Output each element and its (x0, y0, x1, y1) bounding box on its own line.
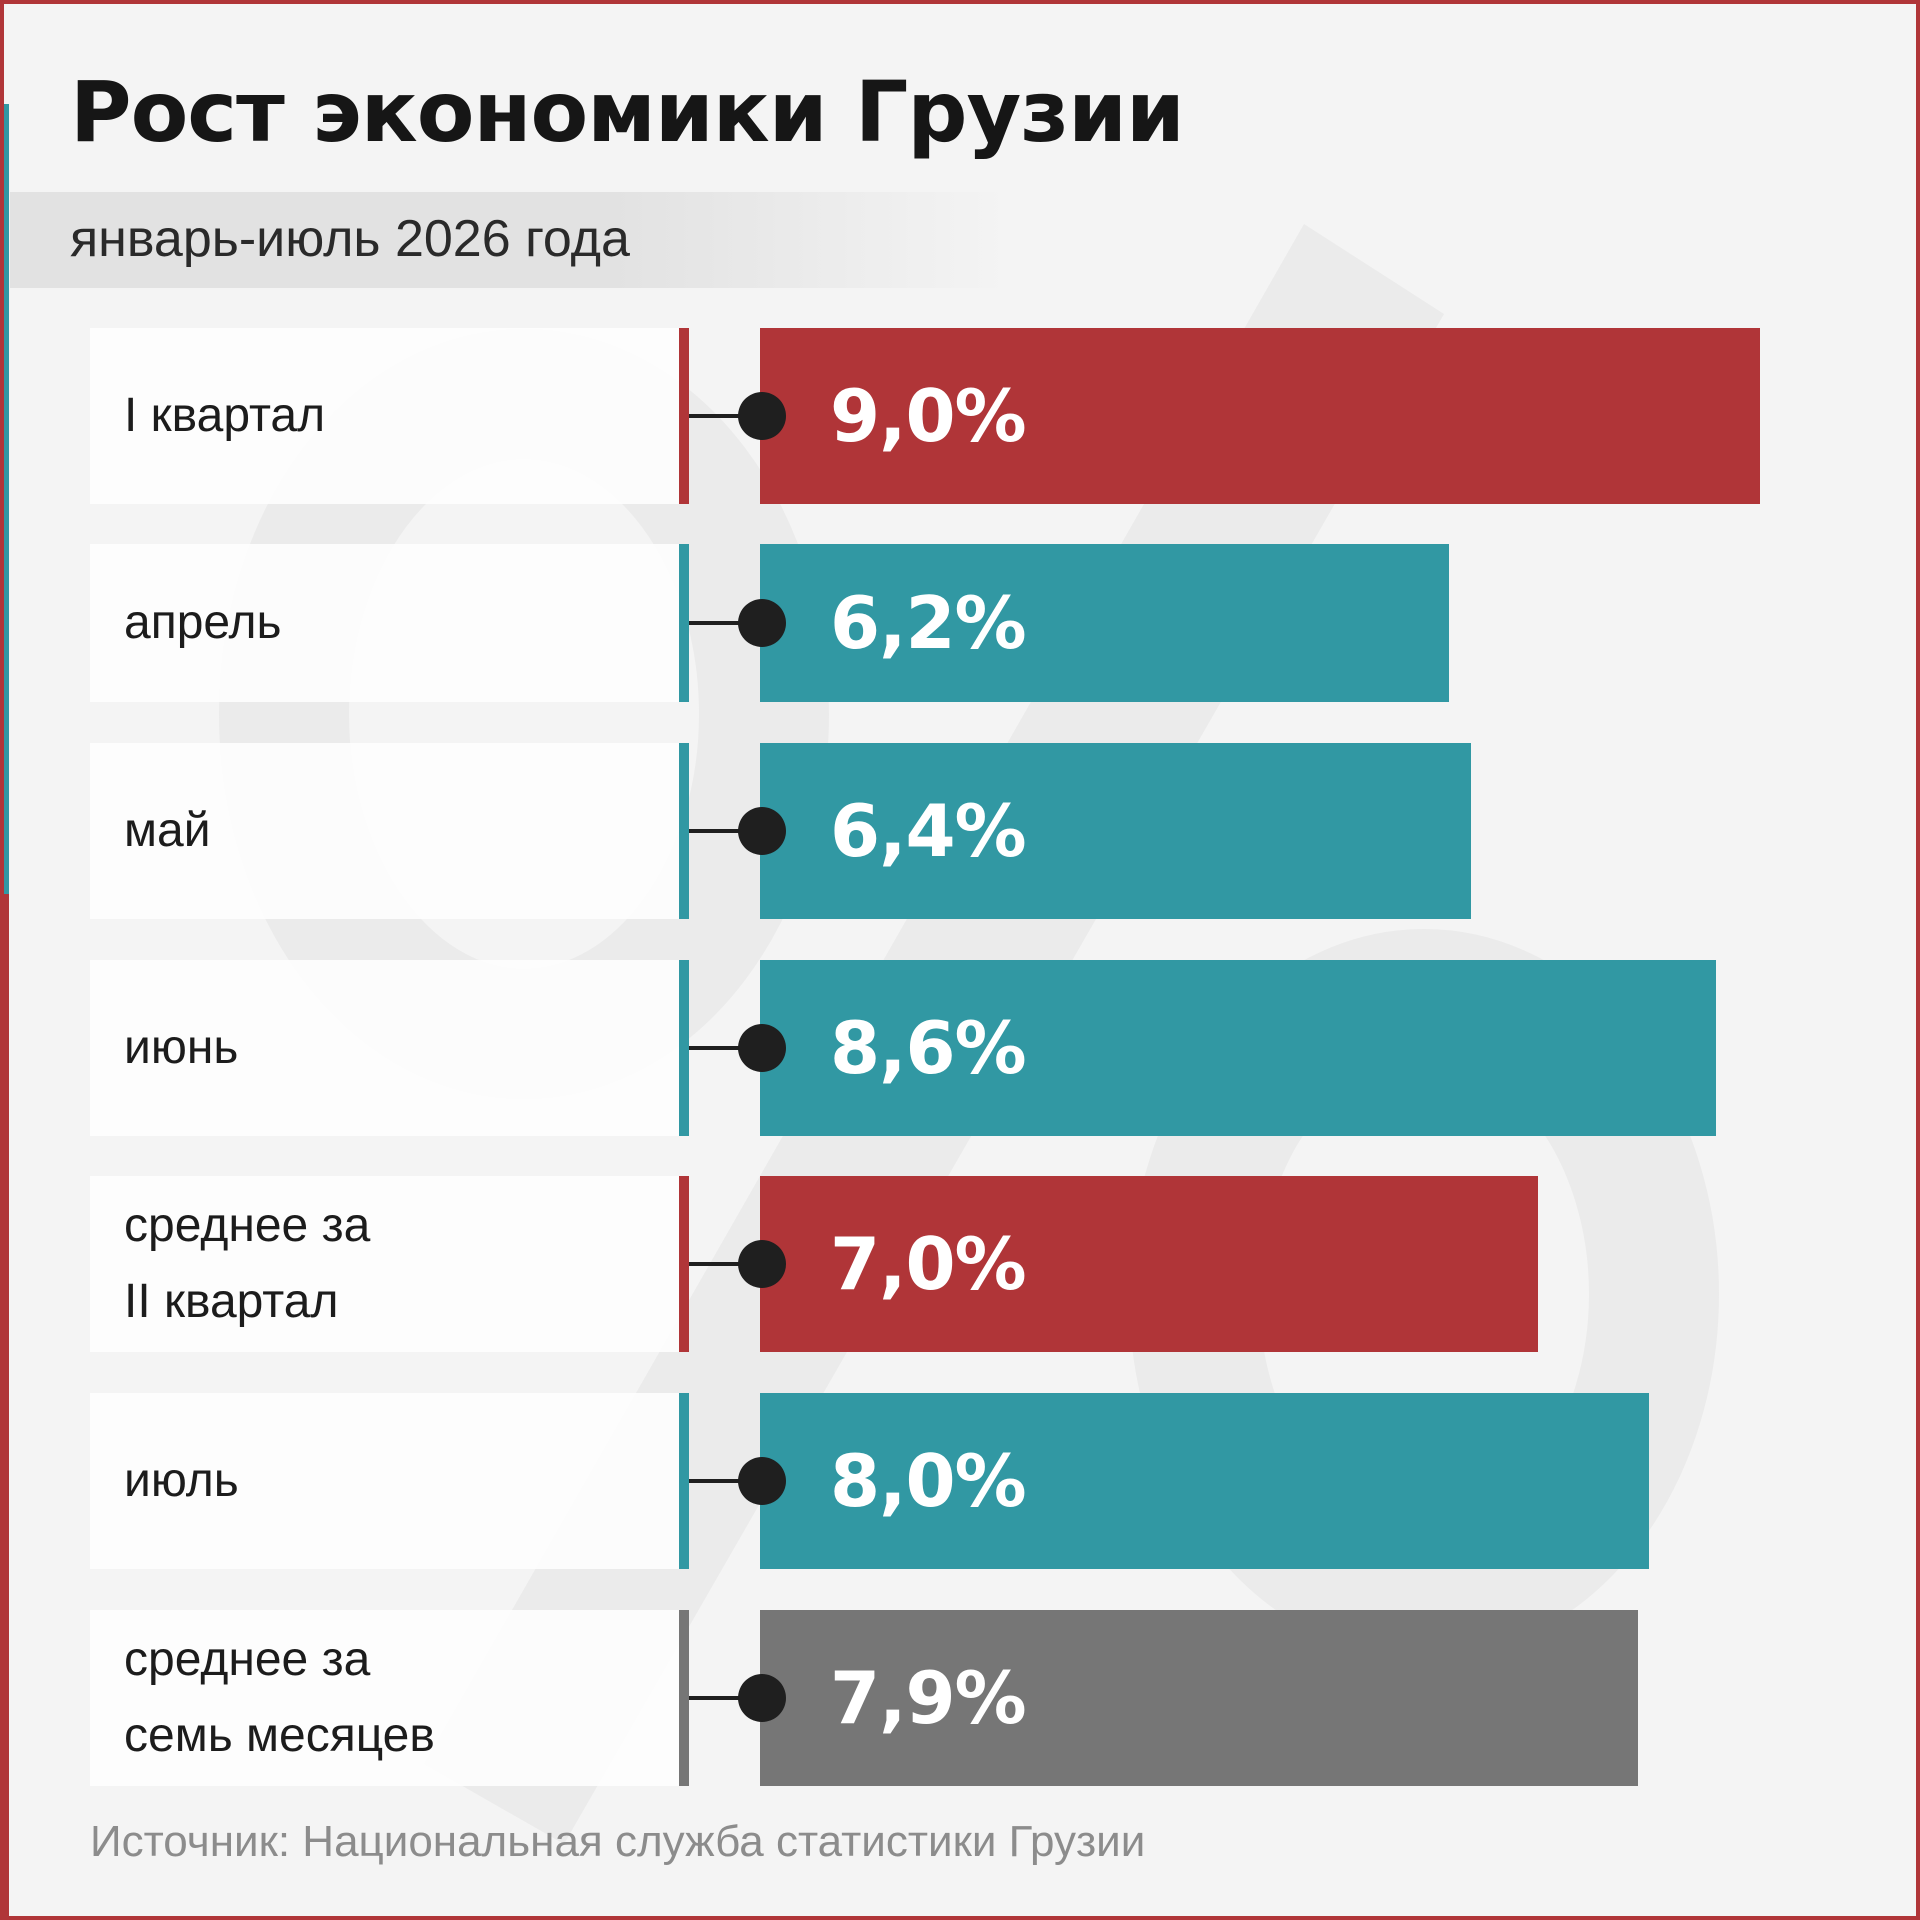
left-accent-stripe-teal (4, 104, 9, 894)
category-label-box (90, 1176, 680, 1352)
bar (760, 1610, 1638, 1786)
value-label: 7,0% (830, 1222, 1027, 1306)
connector-dot-icon (738, 1240, 786, 1288)
connector-dot-icon (738, 1457, 786, 1505)
subtitle: январь-июль 2026 года (70, 210, 630, 268)
connector-dot-icon (738, 1024, 786, 1072)
connector-line (689, 1262, 761, 1266)
category-separator (679, 328, 689, 504)
category-label-box (90, 1610, 680, 1786)
category-separator (679, 960, 689, 1136)
bar (760, 743, 1471, 919)
value-label: 6,4% (830, 789, 1027, 873)
category-label-box (90, 544, 680, 702)
source-note: Источник: Национальная служба статистики… (90, 1817, 1146, 1866)
bar-row: среднее за семь месяцев 7,9% (4, 1610, 1916, 1786)
connector-dot-icon (738, 807, 786, 855)
value-label: 9,0% (830, 374, 1027, 458)
connector-dot-icon (738, 1674, 786, 1722)
page-title: Рост экономики Грузии (70, 63, 1185, 161)
connector-line (689, 1046, 761, 1050)
connector-line (689, 1479, 761, 1483)
category-separator (679, 1176, 689, 1352)
bar-row: среднее за II квартал 7,0% (4, 1176, 1916, 1352)
category-label: май (124, 804, 211, 857)
category-label-box (90, 960, 680, 1136)
category-separator (679, 743, 689, 919)
connector-line (689, 829, 761, 833)
value-label: 8,6% (830, 1006, 1027, 1090)
bar (760, 328, 1760, 504)
connector-dot-icon (738, 599, 786, 647)
bar-chart: I квартал 9,0% апрель 6,2% май 6,4% июнь 8,6% ср… (4, 4, 1916, 1916)
category-separator (679, 544, 689, 702)
subtitle-band (10, 192, 1010, 288)
value-label: 7,9% (830, 1656, 1027, 1740)
category-separator (679, 1610, 689, 1786)
category-label: среднее за II квартал (124, 1199, 371, 1328)
category-label: I квартал (124, 389, 326, 442)
value-label: 8,0% (830, 1439, 1027, 1523)
bar (760, 544, 1449, 702)
bar-row: апрель 6,2% (4, 544, 1916, 702)
category-label: июнь (124, 1021, 239, 1074)
value-label: 6,2% (830, 581, 1027, 665)
category-label-box (90, 743, 680, 919)
category-label-box (90, 1393, 680, 1569)
category-label: среднее за семь месяцев (124, 1633, 435, 1762)
connector-line (689, 621, 761, 625)
bar (760, 1176, 1538, 1352)
bar (760, 1393, 1649, 1569)
connector-line (689, 414, 761, 418)
connector-dot-icon (738, 392, 786, 440)
bar-row: июль 8,0% (4, 1393, 1916, 1569)
category-label-box (90, 328, 680, 504)
category-label: июль (124, 1454, 239, 1507)
left-accent-stripe-red (4, 894, 9, 1916)
category-separator (679, 1393, 689, 1569)
connector-line (689, 1696, 761, 1700)
bar-row: I квартал 9,0% (4, 328, 1916, 504)
category-label: апрель (124, 596, 282, 649)
bar-row: май 6,4% (4, 743, 1916, 919)
bar (760, 960, 1716, 1136)
bar-row: июнь 8,6% (4, 960, 1916, 1136)
